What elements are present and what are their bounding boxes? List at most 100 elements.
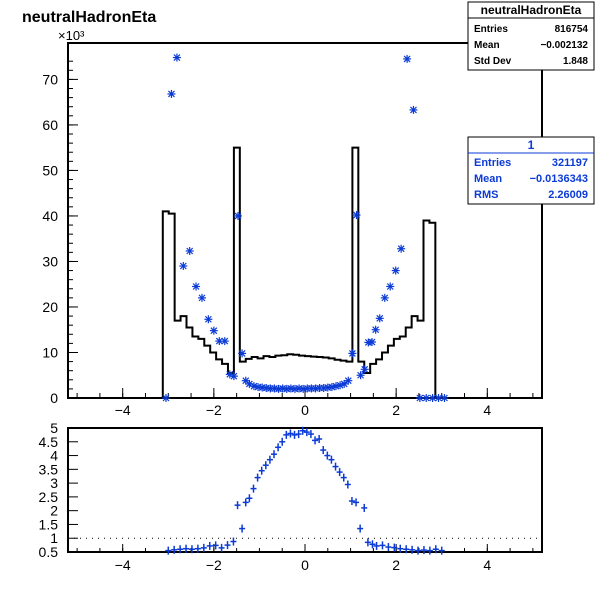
stats-box-overlay-title: 1	[528, 138, 535, 152]
marker-point	[220, 337, 229, 346]
marker-point	[179, 262, 188, 271]
marker-point	[172, 53, 181, 62]
ratio-point	[218, 543, 225, 552]
stats-label: Mean	[474, 173, 502, 185]
ratio-point	[200, 543, 207, 552]
stats-label: Entries	[474, 157, 511, 169]
marker-point	[360, 365, 369, 374]
stats-label: Entries	[474, 24, 508, 35]
ratio-point	[409, 545, 416, 554]
marker-point	[356, 371, 365, 380]
ratio-point	[242, 498, 249, 507]
x-tick-label: −4	[115, 557, 131, 573]
ratio-point	[361, 503, 368, 512]
y-tick-label: 0	[50, 390, 58, 406]
ratio-point	[279, 437, 286, 446]
y-tick-label: 10	[42, 344, 58, 360]
ratio-point	[291, 430, 298, 439]
ratio-point	[328, 455, 335, 464]
main-plot-frame	[67, 42, 543, 399]
y-tick-label: 30	[42, 253, 58, 269]
main-plot-border	[67, 42, 543, 399]
marker-series	[161, 53, 449, 402]
y-tick-label: 1	[50, 530, 58, 546]
marker-point	[340, 379, 349, 388]
ratio-point	[357, 524, 364, 533]
ratio-point	[340, 473, 347, 482]
ratio-point	[283, 430, 290, 439]
y-tick-label: 20	[42, 299, 58, 315]
ratio-point	[379, 541, 386, 550]
ratio-point	[234, 501, 241, 510]
marker-point	[229, 372, 238, 381]
ratio-plot-frame	[67, 427, 543, 553]
y-tick-label: 50	[42, 162, 58, 178]
chart-title: neutralHadronEta	[22, 9, 156, 26]
y-tick-label: 0.5	[39, 544, 59, 560]
x-tick-label: 0	[301, 402, 309, 418]
stats-label: Std Dev	[474, 56, 512, 67]
y-tick-label: 3.5	[39, 461, 59, 477]
marker-point	[204, 315, 213, 324]
y-exponent-label: ×10³	[58, 28, 85, 43]
histogram-line	[68, 146, 542, 399]
marker-point	[238, 349, 247, 358]
x-tick-label: 4	[483, 557, 491, 573]
ratio-point	[212, 541, 219, 550]
y-tick-label: 4	[50, 448, 58, 464]
ratio-point	[336, 468, 343, 477]
ratio-point	[373, 541, 380, 550]
ratio-point	[194, 544, 201, 553]
ratio-point	[188, 545, 195, 554]
marker-point	[440, 394, 449, 402]
ratio-point	[239, 524, 246, 533]
ratio-point	[295, 430, 302, 439]
marker-point	[167, 89, 176, 98]
ratio-point	[254, 473, 261, 482]
stats-value: 2.26009	[548, 189, 588, 201]
ratio-point	[403, 545, 410, 554]
ratio-point	[224, 541, 231, 550]
ratio-point	[262, 461, 269, 470]
marker-point	[192, 282, 201, 291]
ratio-point	[420, 546, 427, 555]
ratio-point	[307, 430, 314, 439]
stats-value: 321197	[552, 157, 588, 169]
ratio-point	[438, 546, 445, 555]
ratio-point	[364, 538, 371, 547]
marker-point	[197, 293, 206, 302]
ratio-point	[391, 543, 398, 552]
x-tick-label: 4	[483, 402, 491, 418]
ratio-point	[275, 443, 282, 452]
marker-point	[434, 394, 443, 402]
ratio-point	[316, 435, 323, 444]
marker-point	[209, 326, 218, 335]
x-tick-label: −4	[115, 402, 131, 418]
ratio-point	[271, 450, 278, 459]
marker-point	[371, 325, 380, 334]
ratio-point	[312, 436, 319, 445]
x-tick-label: −2	[206, 557, 222, 573]
y-tick-label: 40	[42, 208, 58, 224]
ratio-point	[320, 446, 327, 455]
stats-label: Mean	[474, 40, 500, 51]
ratio-point	[177, 545, 184, 554]
stats-box-overlay: 1 Entries 321197 Mean −0.0136343 RMS 2.2…	[467, 136, 595, 205]
ratio-point	[385, 543, 392, 552]
ratio-point	[415, 546, 422, 555]
marker-point	[215, 337, 224, 346]
marker-point	[234, 211, 243, 220]
ratio-point	[246, 494, 253, 503]
ratio-point	[165, 546, 172, 555]
ratio-point	[324, 451, 331, 460]
ratio-point	[332, 462, 339, 471]
stats-box-overlay-border	[467, 136, 595, 205]
ratio-point	[287, 429, 294, 438]
ratio-point	[266, 455, 273, 464]
marker-point	[403, 54, 412, 63]
ratio-point	[250, 484, 257, 493]
ratio-plot-axes: −4 −2 0 2 40.511.522.533.544.55	[39, 420, 534, 573]
y-tick-label: 2	[50, 503, 58, 519]
ratio-point	[171, 545, 178, 554]
